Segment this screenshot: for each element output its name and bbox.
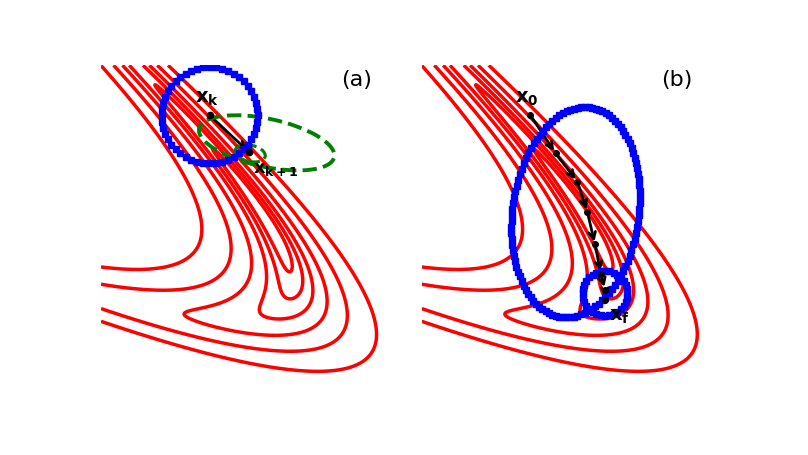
Text: $\mathbf{x_{k+1}}$: $\mathbf{x_{k+1}}$ [253, 161, 298, 178]
Text: (a): (a) [341, 70, 372, 90]
Text: $\mathbf{x_f}$: $\mathbf{x_f}$ [609, 307, 630, 326]
Text: $\mathbf{x_k}$: $\mathbf{x_k}$ [195, 89, 219, 107]
Text: (b): (b) [662, 70, 693, 90]
Text: $\mathbf{x_0}$: $\mathbf{x_0}$ [516, 89, 539, 107]
